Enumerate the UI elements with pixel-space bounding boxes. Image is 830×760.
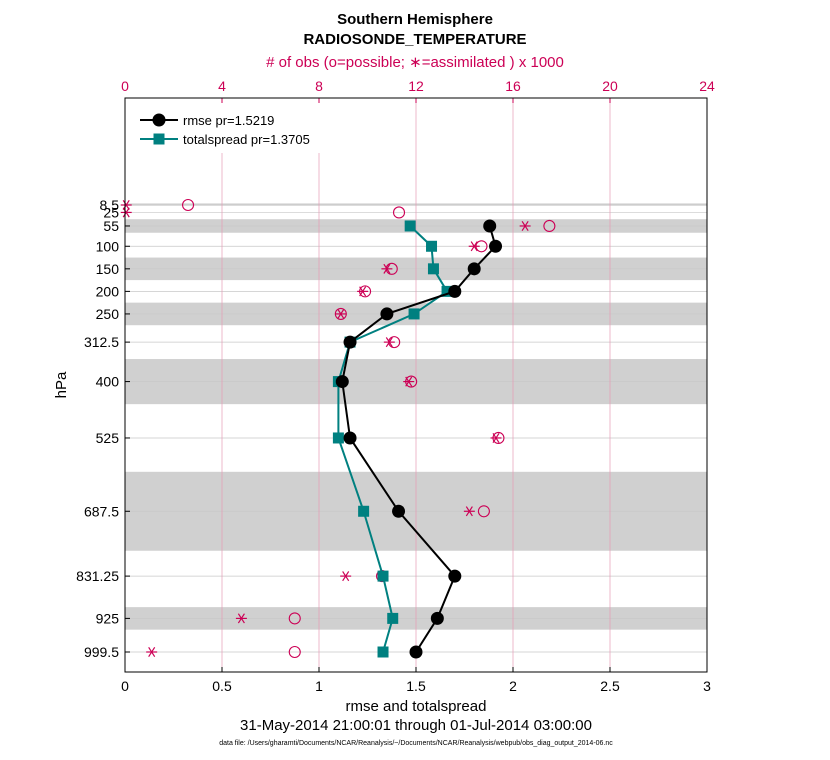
obs-assimilated-marker (519, 220, 531, 231)
obs-assimilated-marker (468, 241, 480, 252)
top-tick-label: 20 (602, 78, 618, 94)
totalspread-point (427, 263, 439, 275)
y-tick-label: 999.5 (84, 644, 119, 660)
y-tick-label: 55 (103, 218, 119, 234)
obs-possible-marker (392, 206, 406, 219)
top-axis-ticks: 0 4 8 12 16 20 24 (121, 78, 715, 103)
chart-subtitle: RADIOSONDE_TEMPERATURE (303, 31, 526, 48)
totalspread-point (332, 432, 344, 444)
obs-assimilated-marker (146, 646, 158, 658)
obs-assimilated-marker (463, 506, 475, 517)
rmse-point (380, 307, 394, 321)
top-axis-label: # of obs (o=possible; ∗=assimilated ) x … (266, 54, 564, 71)
y-tick-label: 925 (96, 610, 120, 626)
totalspread-point (404, 220, 416, 232)
x-axis-label: rmse and totalspread (346, 698, 487, 715)
obs-assimilated-marker (357, 286, 369, 297)
rmse-point (448, 569, 462, 583)
legend-box (130, 103, 320, 153)
obs-assimilated-marker (383, 337, 395, 348)
obs-assimilated-marker (120, 207, 132, 218)
y-tick-label: 687.5 (84, 503, 119, 519)
legend-totalspread-label: totalspread pr=1.3705 (183, 132, 310, 147)
data-file-note: data file: /Users/gharamti/Documents/NCA… (219, 740, 613, 747)
obs-assimilated-marker (120, 199, 132, 211)
rmse-point (409, 645, 423, 659)
y-tick-label: 312.5 (84, 334, 119, 350)
rmse-point (343, 431, 357, 445)
rmse-point (467, 262, 481, 276)
series-layer (332, 219, 503, 659)
legend-rmse-marker (152, 113, 166, 127)
totalspread-point (358, 505, 370, 517)
x-tick-label: 3 (703, 678, 711, 694)
y-tick-label: 831.25 (76, 568, 119, 584)
top-tick-label: 0 (121, 78, 129, 94)
totalspread-point (441, 285, 453, 297)
rmse-line (341, 225, 497, 653)
top-tick-label: 8 (315, 78, 323, 94)
totalspread-point (426, 240, 438, 252)
x-tick-label: 0 (121, 678, 129, 694)
obs-possible-marker (288, 612, 301, 625)
obs-assimilated-marker (340, 571, 352, 582)
y-tick-label: 250 (96, 306, 120, 322)
y-tick-label: 200 (96, 283, 120, 299)
obs-possible-marker (477, 505, 490, 518)
totalspread-point (377, 646, 389, 658)
obs-assimilated-marker (381, 263, 393, 274)
rmse-point (483, 219, 497, 233)
rmse-point (392, 504, 406, 518)
obs-possible-marker (543, 219, 556, 233)
top-tick-label: 4 (218, 78, 226, 94)
x-axis-ticks: 0 0.5 1 1.5 2 2.5 3 (121, 667, 711, 694)
y-tick-label: 100 (96, 238, 120, 254)
rmse-point (448, 284, 462, 298)
y-tick-label: 150 (96, 261, 120, 277)
top-tick-label: 24 (699, 78, 715, 94)
rmse-point (489, 239, 503, 253)
y-tick-label: 8.5 (100, 197, 120, 213)
legend-rmse-label: rmse pr=1.5219 (183, 113, 274, 128)
totalspread-point (377, 570, 389, 582)
totalspread-point (408, 308, 420, 320)
rmse-point (343, 335, 357, 349)
totalspread-point (387, 612, 399, 624)
y-axis-label: hPa (53, 371, 70, 398)
x-tick-label: 1.5 (406, 678, 426, 694)
top-tick-label: 16 (505, 78, 521, 94)
y-tick-label: 25 (103, 204, 119, 220)
obs-assimilated-marker (235, 613, 247, 624)
chart-title: Southern Hemisphere (337, 11, 493, 28)
rmse-point (430, 611, 444, 625)
obs-assimilated-marker (490, 432, 502, 443)
obs-possible-marker (182, 198, 195, 212)
obs-count-markers (120, 198, 556, 659)
plot-frame (124, 97, 708, 673)
obs-assimilated-marker (335, 308, 347, 319)
legend: rmse pr=1.5219 totalspread pr=1.3705 (130, 103, 320, 153)
rmse-point (335, 375, 349, 389)
grid-lines (125, 98, 707, 672)
x-tick-label: 0.5 (212, 678, 232, 694)
x-tick-label: 2.5 (600, 678, 620, 694)
legend-totalspread-marker (153, 133, 165, 145)
top-tick-label: 12 (408, 78, 424, 94)
y-tick-label: 400 (96, 374, 120, 390)
y-tick-label: 525 (96, 430, 120, 446)
obs-possible-marker (288, 645, 301, 659)
obs-assimilated-marker (403, 376, 415, 387)
x-tick-label: 1 (315, 678, 323, 694)
date-range: 31-May-2014 21:00:01 through 01-Jul-2014… (240, 717, 592, 734)
x-tick-label: 2 (509, 678, 517, 694)
